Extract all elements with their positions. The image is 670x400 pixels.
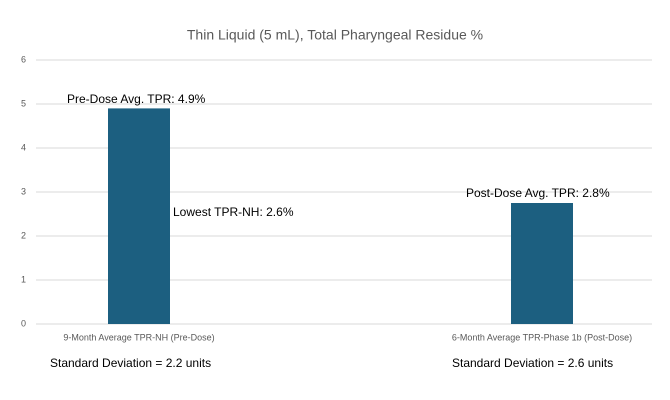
y-tick-label: 1	[21, 274, 26, 284]
y-tick-label: 4	[21, 142, 26, 152]
y-tick-label: 6	[21, 54, 26, 64]
y-tick-label: 2	[21, 230, 26, 240]
y-tick-label: 3	[21, 186, 26, 196]
bar	[108, 108, 170, 325]
x-tick-label: 9-Month Average TPR-NH (Pre-Dose)	[63, 332, 214, 342]
annotation: Pre-Dose Avg. TPR: 4.9%	[67, 92, 206, 106]
bar	[511, 203, 573, 324]
annotation: Standard Deviation = 2.2 units	[50, 356, 211, 370]
y-tick-label: 5	[21, 98, 26, 108]
x-tick-label: 6-Month Average TPR-Phase 1b (Post-Dose)	[452, 332, 632, 342]
annotation: Lowest TPR-NH: 2.6%	[173, 205, 294, 219]
chart-title: Thin Liquid (5 mL), Total Pharyngeal Res…	[187, 27, 483, 43]
y-tick-label: 0	[21, 318, 26, 328]
annotation: Post-Dose Avg. TPR: 2.8%	[466, 186, 610, 200]
annotation: Standard Deviation = 2.6 units	[452, 356, 613, 370]
